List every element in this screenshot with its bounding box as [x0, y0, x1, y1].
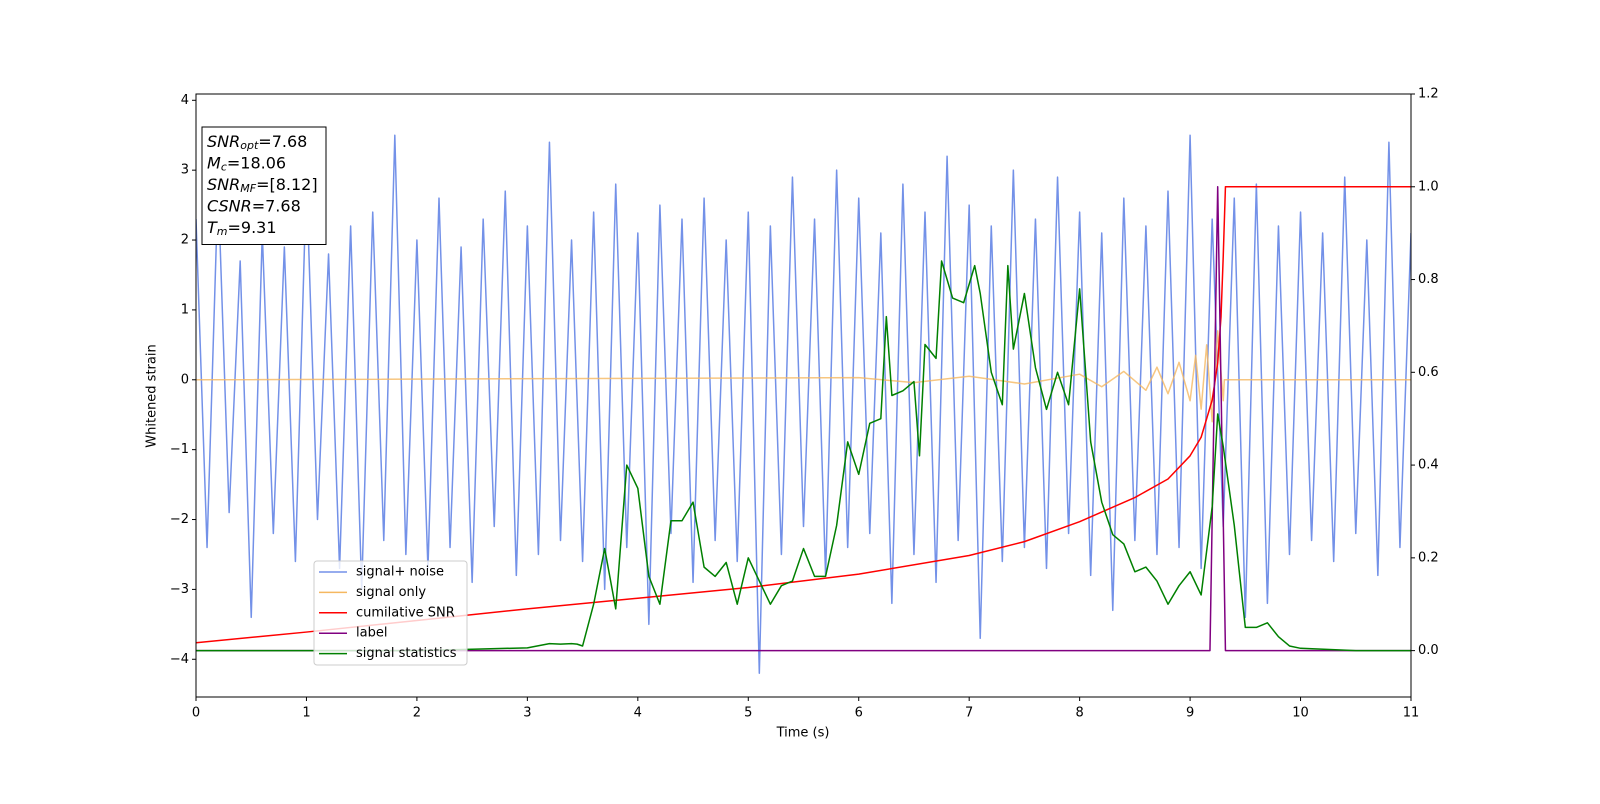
annotation-subscript: opt	[240, 139, 259, 152]
y-tick-label: −1	[170, 442, 189, 457]
y-tick-label: 3	[181, 163, 189, 178]
x-tick-label: 4	[634, 706, 642, 721]
plot-area	[196, 134, 1411, 674]
annotation-symbol: CSNR	[207, 196, 252, 215]
y2-tick-label: 0.2	[1418, 550, 1439, 565]
y-tick-label: −4	[170, 652, 189, 667]
y-tick-label: −3	[170, 582, 189, 597]
y-tick-label: 2	[181, 233, 189, 248]
annotation-frame	[201, 126, 327, 245]
annotation-value: =[8.12]	[256, 175, 318, 194]
x-tick-label: 11	[1403, 706, 1420, 721]
axes-frame	[195, 93, 1412, 698]
y2-tick-label: 0.4	[1418, 458, 1439, 473]
y2-tick-label: 1.0	[1418, 179, 1439, 194]
annotation-line: CSNR=7.68	[207, 196, 301, 215]
legend-label: signal only	[356, 585, 426, 600]
y-tick-label: 4	[181, 93, 189, 108]
x-tick-label: 0	[192, 706, 200, 721]
annotation-value: =18.06	[227, 153, 286, 172]
y-tick-label: −2	[170, 512, 189, 527]
x-tick-label: 3	[523, 706, 531, 721]
y-axis-label: Whitened strain	[145, 344, 160, 447]
legend-frame	[313, 560, 468, 666]
series-line	[196, 260, 1411, 652]
annotation-symbol: M	[207, 153, 221, 172]
y2-tick-label: 0.0	[1418, 643, 1439, 658]
x-axis-label: Time (s)	[776, 726, 830, 741]
x-tick-label: 1	[302, 706, 310, 721]
series-line	[196, 330, 1411, 423]
series-line	[196, 186, 1411, 652]
legend: signal+ noise signal only cumilative SNR la…	[313, 560, 468, 666]
annotation-line: Tm=9.31	[207, 218, 277, 239]
legend-label: signal+ noise	[356, 565, 444, 580]
annotation-line: SNRMF=[8.12]	[207, 175, 318, 196]
x-tick-label: 7	[965, 706, 973, 721]
x-tick-label: 8	[1075, 706, 1083, 721]
annotation-subscript: c	[221, 161, 227, 174]
legend-label: signal statistics	[356, 646, 457, 661]
annotation-symbol: T	[207, 218, 218, 237]
annotation-line: Mc=18.06	[207, 153, 286, 174]
x-tick-label: 10	[1292, 706, 1309, 721]
y2-tick-label: 0.8	[1418, 272, 1439, 287]
y-tick-label: 0	[181, 372, 189, 387]
x-tick-label: 5	[744, 706, 752, 721]
y-tick-label: 1	[181, 302, 189, 317]
annotation-value: =7.68	[252, 196, 301, 215]
annotation-symbol: SNR	[207, 175, 240, 194]
x-tick-label: 6	[855, 706, 863, 721]
x-tick-label: 2	[413, 706, 421, 721]
y2-tick-label: 0.6	[1418, 365, 1439, 380]
legend-label: cumilative SNR	[356, 605, 455, 620]
legend-label: label	[356, 626, 387, 641]
annotation-symbol: SNR	[207, 132, 240, 151]
annotation-line: SNRopt=7.68	[207, 132, 307, 153]
series-line	[196, 134, 1411, 674]
annotation-value: =7.68	[258, 132, 307, 151]
x-tick-label: 9	[1186, 706, 1194, 721]
y2-tick-label: 1.2	[1418, 87, 1439, 102]
annotation-box: SNRopt=7.68Mc=18.06SNRMF=[8.12]CSNR=7.68…	[201, 126, 327, 245]
annotation-subscript: m	[217, 225, 228, 238]
annotation-value: =9.31	[228, 218, 277, 237]
annotation-subscript: MF	[240, 182, 256, 195]
